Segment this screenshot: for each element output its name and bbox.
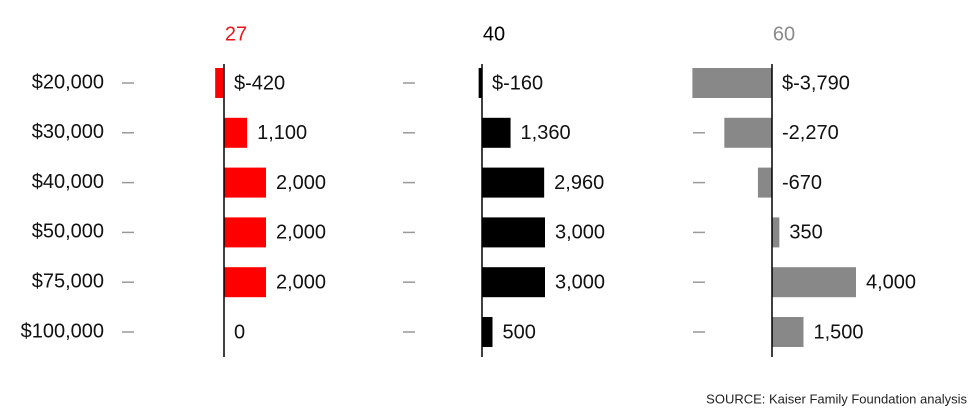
value-label: 2,000 — [276, 222, 326, 244]
bar — [215, 68, 224, 98]
bar — [772, 317, 804, 347]
value-label: 1,100 — [257, 122, 307, 144]
value-label: 3,000 — [555, 222, 605, 244]
value-label: 3,000 — [555, 271, 605, 293]
category-label: $50,000 — [32, 221, 104, 243]
value-label: 0 — [234, 321, 245, 343]
value-label: 2,960 — [554, 172, 604, 194]
panel-title: 40 — [483, 23, 505, 45]
category-label: $40,000 — [32, 171, 104, 193]
category-label: $100,000 — [21, 320, 104, 342]
bar — [692, 68, 772, 98]
bar — [772, 267, 856, 298]
category-label: $75,000 — [32, 270, 104, 292]
bar — [224, 217, 266, 248]
bar — [482, 317, 493, 347]
bar — [482, 217, 545, 248]
value-label: $-3,790 — [782, 72, 850, 94]
bar — [224, 267, 266, 298]
value-label: 4,000 — [866, 271, 916, 293]
bar — [482, 117, 511, 148]
value-label: 500 — [503, 321, 536, 343]
category-label: $30,000 — [32, 121, 104, 143]
value-label: 1,500 — [814, 321, 864, 343]
panel-title: 27 — [225, 23, 247, 45]
value-label: -2,270 — [782, 122, 839, 144]
bar — [757, 167, 772, 198]
bar — [478, 68, 482, 98]
value-label: 350 — [789, 222, 822, 244]
bar — [482, 267, 545, 298]
category-label: $20,000 — [32, 71, 104, 93]
bar — [772, 217, 780, 248]
value-label: 2,000 — [276, 172, 326, 194]
value-label: -670 — [782, 172, 822, 194]
source-note: SOURCE: Kaiser Family Foundation analysi… — [706, 391, 967, 406]
bar — [482, 167, 545, 198]
value-label: 1,360 — [521, 122, 571, 144]
bar — [724, 117, 772, 148]
panel-title: 60 — [773, 23, 795, 45]
value-label: 2,000 — [276, 271, 326, 293]
value-label: $-160 — [492, 72, 543, 94]
bar — [224, 117, 248, 148]
bar — [224, 167, 266, 198]
value-label: $-420 — [234, 72, 285, 94]
